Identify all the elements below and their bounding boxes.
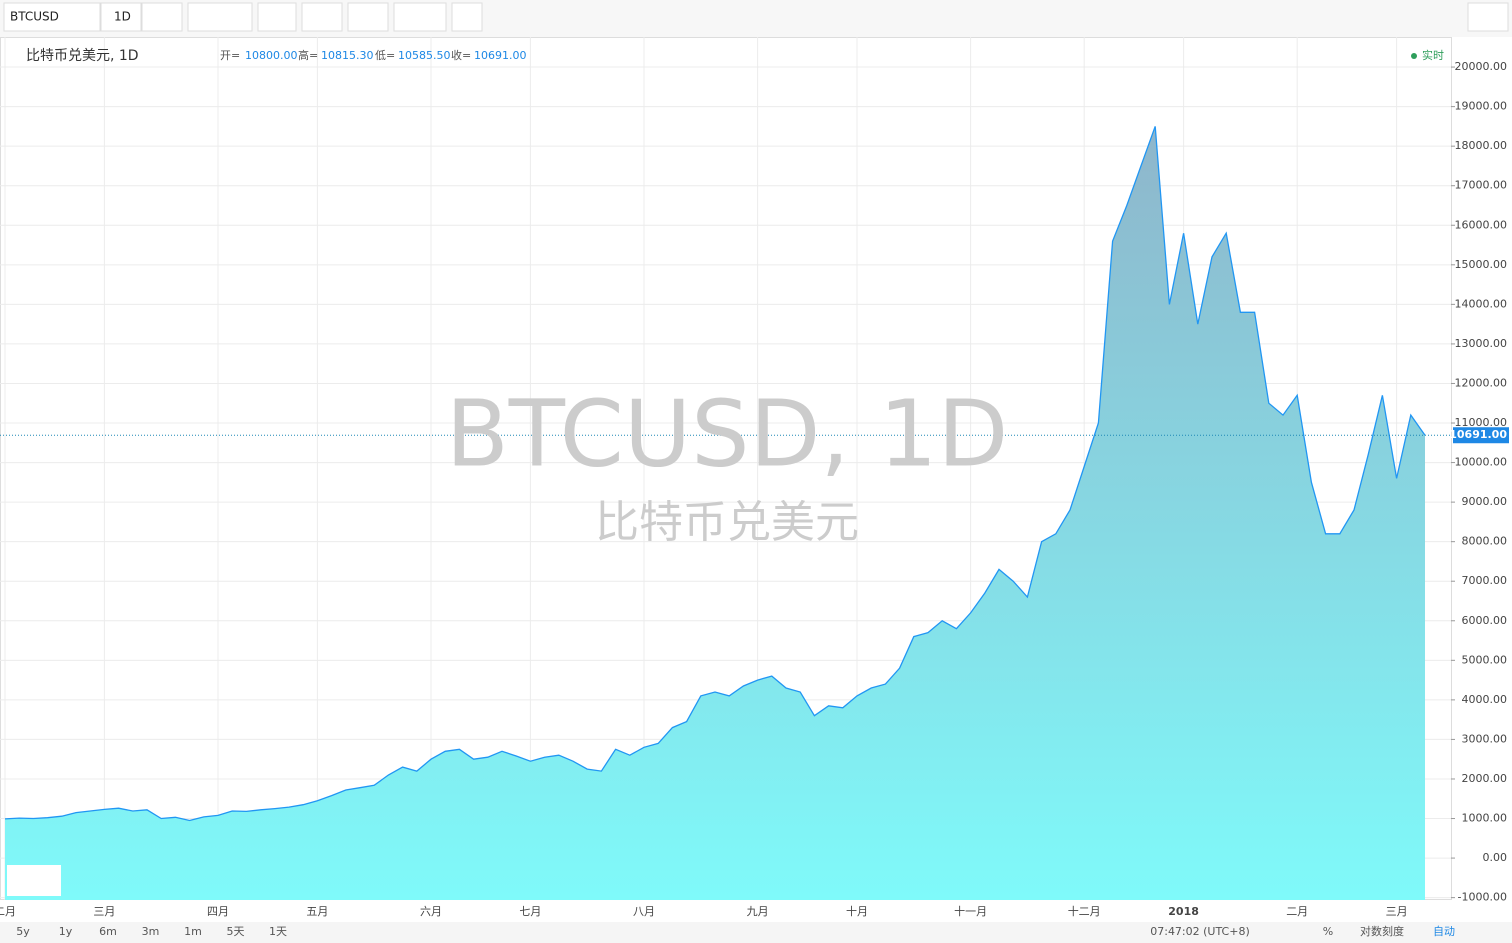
x-tick-label: 五月 bbox=[306, 905, 328, 918]
legend-value: 10815.30 bbox=[321, 49, 374, 62]
time: 07:47:02 (UTC+8) bbox=[1150, 925, 1250, 938]
snapshot-button[interactable] bbox=[1467, 2, 1509, 32]
x-tick-label: 十月 bbox=[846, 904, 868, 918]
indicators-button[interactable] bbox=[301, 2, 343, 32]
line bbox=[4, 126, 1426, 822]
y-tick-label: 7000.00 bbox=[1462, 574, 1508, 587]
y-tick-label: 5000.00 bbox=[1462, 653, 1508, 666]
y-tick-label: 12000.00 bbox=[1455, 376, 1508, 389]
x-tick-label: 2018 bbox=[1168, 905, 1199, 918]
y-tick-label: 17000.00 bbox=[1455, 179, 1508, 192]
x-tick-label: 三月 bbox=[1386, 905, 1408, 918]
chart-style-button[interactable] bbox=[187, 2, 253, 32]
y-tick-label: 15000.00 bbox=[1455, 258, 1508, 271]
logo bbox=[7, 865, 61, 896]
auto-toggle[interactable]: 自动 bbox=[1433, 925, 1455, 938]
more-button[interactable] bbox=[141, 2, 183, 32]
y-tick-label: 14000.00 bbox=[1455, 297, 1508, 310]
watermark-title: BTCUSD, 1D bbox=[446, 380, 1009, 487]
y-tick-label: 9000.00 bbox=[1462, 495, 1508, 508]
y-tick-label: 8000.00 bbox=[1462, 535, 1508, 548]
bottom-bar bbox=[0, 922, 1512, 943]
log-toggle[interactable]: 对数刻度 bbox=[1360, 924, 1404, 938]
settings-button[interactable] bbox=[257, 2, 297, 32]
x-tick-label: 三月 bbox=[93, 905, 115, 918]
last-price-tag bbox=[1453, 427, 1509, 444]
y-tick-label: 3000.00 bbox=[1462, 732, 1508, 745]
range-button[interactable]: 3m bbox=[142, 925, 160, 938]
y-tick-label: 2000.00 bbox=[1462, 772, 1508, 785]
compare-button[interactable] bbox=[347, 2, 389, 32]
interval: 1D bbox=[114, 10, 131, 24]
x-tick-label: 四月 bbox=[207, 905, 229, 918]
x-tick-label: 二月 bbox=[1286, 905, 1308, 918]
range-button[interactable]: 5y bbox=[16, 925, 30, 938]
symbol-box[interactable] bbox=[3, 2, 101, 32]
range-button[interactable]: 6m bbox=[99, 925, 117, 938]
legend-name: 比特币兑美元, 1D bbox=[26, 48, 139, 64]
legend-value: 10585.50 bbox=[398, 49, 451, 62]
y-tick-label: 4000.00 bbox=[1462, 693, 1508, 706]
y-tick-label: 11000.00 bbox=[1455, 416, 1508, 429]
y-tick-label: 10000.00 bbox=[1455, 456, 1508, 469]
watermark-subtitle: 比特币兑美元 bbox=[595, 497, 859, 548]
x-tick-label: 九月 bbox=[747, 905, 769, 918]
legend-label: 低= bbox=[375, 49, 395, 62]
percent-toggle[interactable]: % bbox=[1323, 925, 1333, 938]
x-tick-label: 十二月 bbox=[1068, 904, 1101, 918]
range-button[interactable]: 1天 bbox=[269, 925, 287, 938]
y-tick-label: 1000.00 bbox=[1462, 812, 1508, 825]
legend-value: 10691.00 bbox=[474, 49, 527, 62]
x-tick-label: 六月 bbox=[420, 905, 442, 918]
legend-label: 收= bbox=[451, 48, 471, 62]
range-button[interactable]: 1m bbox=[184, 925, 202, 938]
y-tick-label: -1000.00 bbox=[1458, 891, 1507, 904]
y-tick-label: 0.00 bbox=[1483, 851, 1508, 864]
legend-value: 10800.00 bbox=[245, 49, 298, 62]
y-tick-label: 16000.00 bbox=[1455, 218, 1508, 231]
undo-redo-button[interactable] bbox=[393, 2, 447, 32]
x-tick-label: 七月 bbox=[519, 905, 541, 918]
interval-box[interactable] bbox=[100, 2, 142, 32]
x-tick-label: 八月 bbox=[633, 905, 655, 918]
status: 实时 bbox=[1422, 48, 1444, 62]
range-button[interactable]: 5天 bbox=[227, 925, 245, 938]
x-tick-label: 二月 bbox=[0, 905, 16, 918]
y-tick-label: 18000.00 bbox=[1455, 139, 1508, 152]
y-tick-label: 19000.00 bbox=[1455, 100, 1508, 113]
y-tick-label: 13000.00 bbox=[1455, 337, 1508, 350]
range-button[interactable]: 1y bbox=[59, 925, 73, 938]
area-fill bbox=[5, 126, 1425, 900]
last-price-label: 10691.00 bbox=[1449, 428, 1507, 441]
fullscreen-button[interactable] bbox=[451, 2, 483, 32]
y-tick-label: 6000.00 bbox=[1462, 614, 1508, 627]
legend-label: 高= bbox=[298, 48, 318, 62]
y-tick-label: 20000.00 bbox=[1455, 60, 1508, 73]
legend-label: 开= bbox=[220, 49, 240, 62]
symbol: BTCUSD bbox=[10, 10, 59, 24]
x-tick-label: 十一月 bbox=[954, 904, 987, 918]
status-dot bbox=[1411, 53, 1417, 59]
